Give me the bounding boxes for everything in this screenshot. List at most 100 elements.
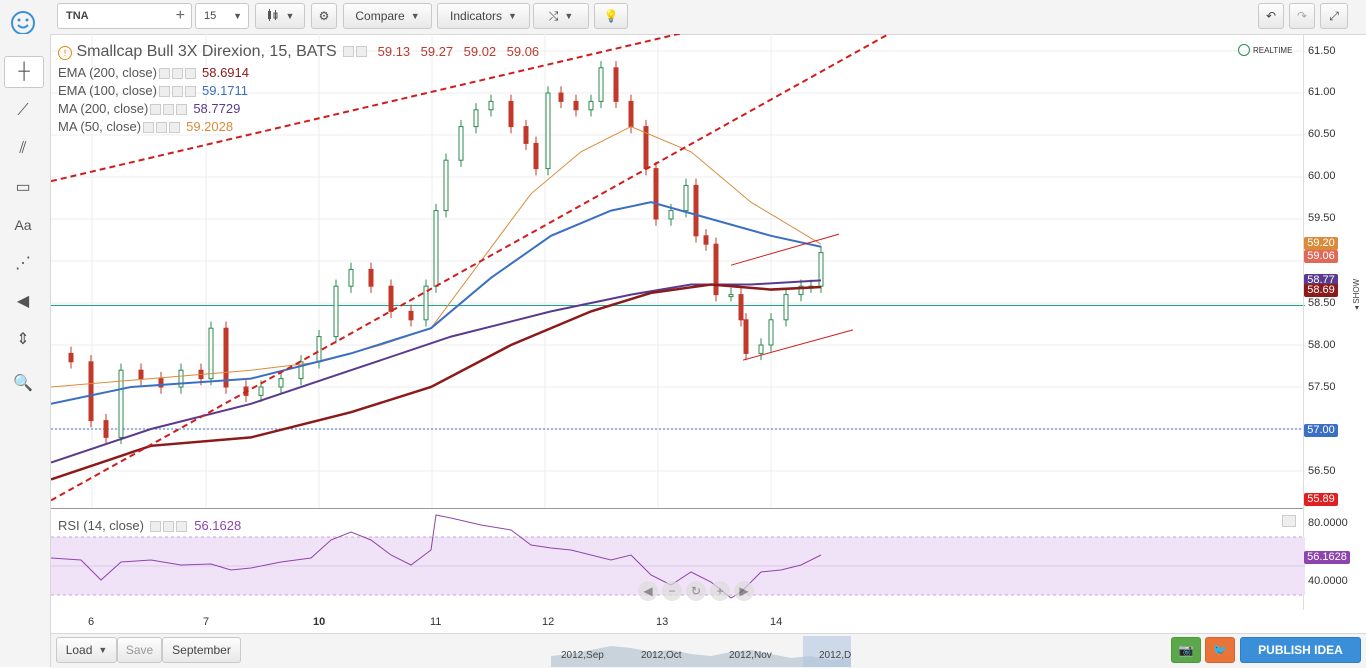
close-icon[interactable] bbox=[176, 104, 188, 116]
candle-body bbox=[158, 378, 164, 388]
clock-icon bbox=[1238, 44, 1250, 56]
price-tag: 55.89 bbox=[1304, 493, 1338, 506]
indicators-button[interactable]: Indicators ▼ bbox=[437, 3, 530, 29]
price-chart[interactable] bbox=[51, 34, 1305, 508]
indicator-value: 59.1711 bbox=[202, 83, 249, 98]
settings-icon[interactable] bbox=[356, 46, 368, 58]
close-icon[interactable] bbox=[185, 86, 196, 98]
period-button[interactable]: September bbox=[162, 637, 241, 663]
eye-icon[interactable] bbox=[159, 68, 170, 80]
zoom-in-icon[interactable]: + bbox=[710, 581, 730, 601]
navigator-label: 2012,Oct bbox=[641, 650, 682, 661]
lightbulb-icon[interactable]: 💡 bbox=[594, 3, 628, 29]
candle-body bbox=[758, 344, 764, 354]
candle-body bbox=[138, 369, 144, 380]
load-button[interactable]: Load ▼ bbox=[56, 637, 117, 663]
candle-body bbox=[223, 327, 229, 388]
candle-body bbox=[208, 327, 214, 380]
price-tick: 58.50 bbox=[1308, 297, 1336, 309]
maximize-icon[interactable] bbox=[1282, 515, 1296, 527]
interval-select[interactable]: 15 ▼ bbox=[195, 3, 249, 29]
time-label: 7 bbox=[203, 616, 210, 628]
candle-body bbox=[103, 420, 109, 438]
interval-text: 15 bbox=[204, 10, 217, 22]
drawing-tools-button[interactable]: ⤭ ▼ bbox=[533, 3, 589, 29]
arrow-icon[interactable]: ◀ bbox=[16, 293, 30, 310]
price-tick: 60.50 bbox=[1308, 128, 1336, 140]
eye-icon[interactable] bbox=[159, 86, 170, 98]
candle-body bbox=[653, 168, 659, 220]
symbol-input[interactable]: TNA + bbox=[57, 3, 192, 29]
candle-body bbox=[316, 336, 322, 363]
eye-icon[interactable] bbox=[143, 122, 155, 134]
realtime-indicator: REALTIME bbox=[1238, 44, 1292, 56]
chevron-down-icon: ▼ bbox=[285, 11, 295, 21]
candle-body bbox=[743, 319, 749, 354]
pattern-icon[interactable]: ⋰ bbox=[15, 255, 31, 272]
crosshair-icon[interactable]: ┼ bbox=[4, 56, 44, 88]
save-button[interactable]: Save bbox=[117, 637, 162, 663]
rsi-tick-80: 80.0000 bbox=[1308, 517, 1348, 529]
settings-icon[interactable] bbox=[172, 68, 183, 80]
zoom-controls: ◀ − ↻ + ▶ bbox=[638, 581, 754, 601]
chevron-down-icon: ▼ bbox=[508, 11, 517, 21]
trendline-icon[interactable]: ⟋ bbox=[17, 102, 29, 119]
indicator-value: 58.7729 bbox=[193, 101, 241, 116]
candle-body bbox=[388, 285, 394, 312]
left-toolbar: ┼ ⟋ ⫽ ▭ Aa ⋰ ◀ ⇕ 🔍 bbox=[0, 34, 51, 667]
reset-icon[interactable]: ↻ bbox=[686, 581, 706, 601]
settings-icon[interactable] bbox=[162, 521, 174, 533]
publish-idea-button[interactable]: PUBLISH IDEA bbox=[1240, 637, 1361, 663]
scroll-left-icon[interactable]: ◀ bbox=[638, 581, 658, 601]
channel-upper bbox=[730, 233, 840, 266]
zoom-out-icon[interactable]: − bbox=[662, 581, 682, 601]
candle-body bbox=[443, 159, 449, 212]
navigator-label: 2012,Nov bbox=[729, 650, 772, 661]
indicator-name: EMA (200, close) bbox=[58, 65, 157, 80]
candle-body bbox=[798, 285, 804, 296]
zoom-icon[interactable]: 🔍 bbox=[13, 375, 33, 392]
text-icon[interactable]: Aa bbox=[14, 217, 32, 233]
measure-icon[interactable]: ⇕ bbox=[16, 331, 30, 348]
indicator-value: 59.2028 bbox=[186, 119, 234, 134]
candle-body bbox=[348, 268, 354, 287]
candle-body bbox=[333, 285, 339, 338]
redo-icon[interactable]: ↷ bbox=[1289, 3, 1315, 29]
candle-body bbox=[408, 310, 414, 321]
show-toggle[interactable]: ◂ SHOW bbox=[1352, 270, 1361, 310]
candle-body bbox=[533, 142, 539, 170]
settings-icon[interactable] bbox=[163, 104, 175, 116]
plus-icon[interactable]: + bbox=[175, 7, 185, 24]
twitter-icon[interactable]: 🐦 bbox=[1205, 637, 1235, 663]
candlestick-icon bbox=[266, 8, 280, 25]
rectangle-icon[interactable]: ▭ bbox=[15, 179, 31, 196]
chart-type-button[interactable]: ▼ bbox=[255, 3, 305, 29]
camera-icon[interactable]: 📷 bbox=[1171, 637, 1201, 663]
pitchfork-icon[interactable]: ⫽ bbox=[19, 140, 27, 157]
candle-body bbox=[738, 294, 744, 321]
rsi-legend: RSI (14, close) 56.1628 bbox=[58, 518, 241, 533]
navigator[interactable] bbox=[551, 636, 851, 667]
close-icon[interactable] bbox=[169, 122, 181, 134]
price-tick: 56.50 bbox=[1308, 465, 1336, 477]
indicator-legend-row: EMA (100, close) 59.1711 bbox=[58, 83, 248, 98]
chevron-down-icon: ▼ bbox=[98, 645, 108, 655]
eye-icon[interactable] bbox=[150, 104, 162, 116]
close-icon[interactable] bbox=[185, 68, 196, 80]
candle-body bbox=[818, 252, 824, 287]
eye-icon[interactable] bbox=[343, 46, 355, 58]
scroll-right-icon[interactable]: ▶ bbox=[734, 581, 754, 601]
time-label: 10 bbox=[313, 616, 326, 628]
fullscreen-icon[interactable]: ⤢ bbox=[1320, 3, 1348, 29]
undo-icon[interactable]: ↶ bbox=[1258, 3, 1284, 29]
gear-icon[interactable]: ⚙ bbox=[311, 3, 337, 29]
price-tag: 59.06 bbox=[1304, 250, 1338, 263]
settings-icon[interactable] bbox=[156, 122, 168, 134]
compare-button[interactable]: Compare ▼ bbox=[343, 3, 432, 29]
eye-icon[interactable] bbox=[149, 521, 161, 533]
ohlc-low: 59.02 bbox=[463, 44, 497, 59]
settings-icon[interactable] bbox=[172, 86, 183, 98]
ohlc-close: 59.06 bbox=[506, 44, 540, 59]
close-icon[interactable] bbox=[175, 521, 187, 533]
trendline-lower bbox=[51, 34, 891, 502]
